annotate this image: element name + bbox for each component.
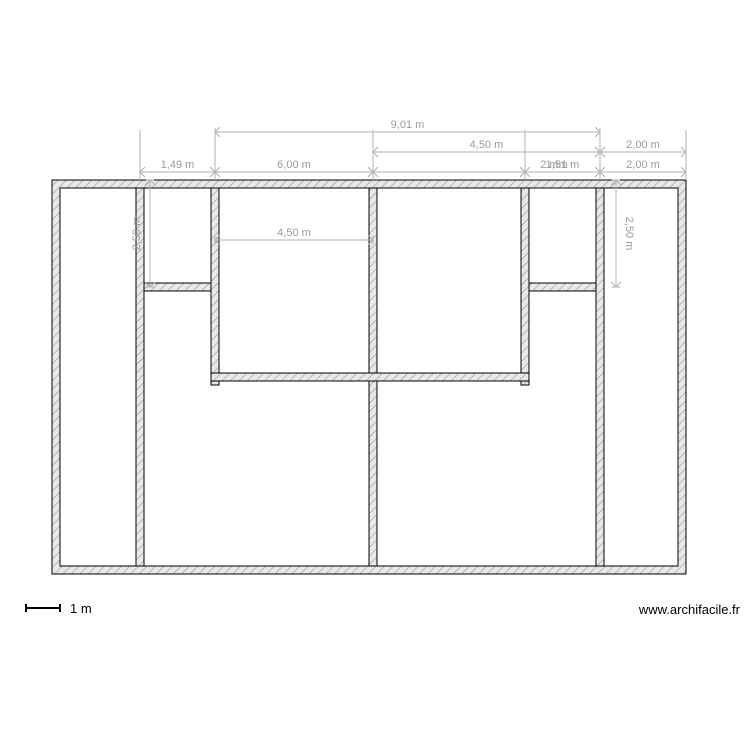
floor-plan <box>52 180 686 574</box>
svg-text:4,50 m: 4,50 m <box>470 139 504 151</box>
svg-text:2,50 m: 2,50 m <box>623 217 635 251</box>
svg-text:1,49 m: 1,49 m <box>161 159 195 171</box>
svg-text:1,51 m: 1,51 m <box>546 159 580 171</box>
svg-text:4,50 m: 4,50 m <box>277 227 311 239</box>
svg-text:1 m: 1 m <box>70 601 92 616</box>
svg-text:2,00 m: 2,00 m <box>626 159 660 171</box>
svg-text:6,00 m: 6,00 m <box>277 159 311 171</box>
credit-text: www.archifacile.fr <box>638 602 741 617</box>
svg-text:2,50 m: 2,50 m <box>131 217 143 251</box>
svg-text:9,01 m: 9,01 m <box>391 119 425 131</box>
svg-text:2,00 m: 2,00 m <box>626 139 660 151</box>
scale-bar: 1 m <box>26 601 92 616</box>
